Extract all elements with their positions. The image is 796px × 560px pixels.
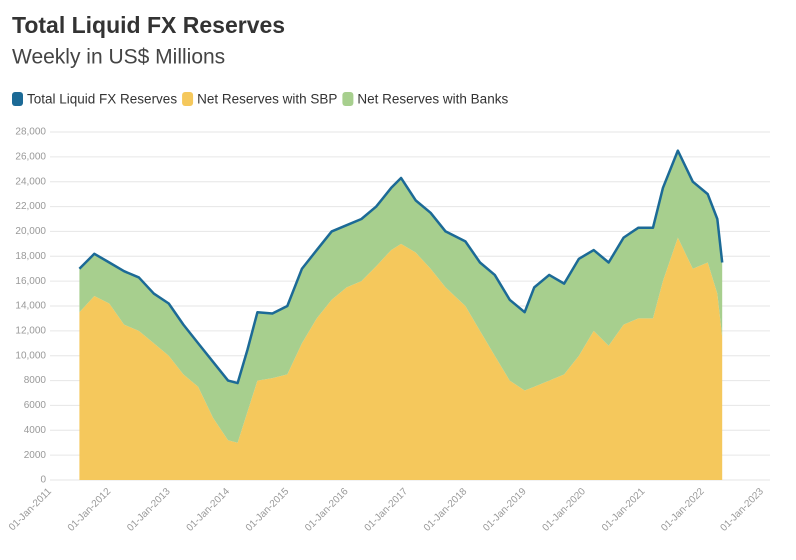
y-tick-label: 12,000: [15, 325, 46, 336]
y-tick-label: 14,000: [15, 301, 46, 312]
x-tick-label: 01-Jan-2012: [66, 486, 114, 534]
y-tick-label: 8000: [24, 375, 47, 386]
x-tick-label: 01-Jan-2018: [422, 486, 470, 534]
x-tick-label: 01-Jan-2011: [7, 486, 54, 533]
y-tick-label: 18,000: [15, 251, 46, 262]
legend-swatch: [182, 92, 194, 106]
y-tick-label: 6000: [24, 400, 47, 411]
legend-swatch: [12, 92, 23, 106]
x-tick-label: 01-Jan-2016: [303, 486, 351, 534]
x-tick-label: 01-Jan-2022: [659, 486, 707, 534]
legend-swatch: [342, 92, 354, 106]
legend: Total Liquid FX Reserves Net Reserves wit…: [12, 92, 508, 107]
y-tick-label: 26,000: [15, 151, 46, 162]
x-tick-label: 01-Jan-2023: [719, 486, 767, 534]
chart-title: Total Liquid FX Reserves: [12, 12, 285, 38]
x-tick-label: 01-Jan-2014: [185, 486, 233, 534]
area: [79, 150, 723, 443]
area: [79, 237, 723, 480]
y-tick-label: 24,000: [15, 176, 46, 187]
x-tick-label: 01-Jan-2013: [125, 486, 173, 534]
legend-label: Total Liquid FX Reserves: [27, 92, 177, 107]
x-tick-label: 01-Jan-2015: [244, 486, 292, 534]
y-tick-label: 16,000: [15, 276, 46, 287]
y-tick-label: 2000: [24, 450, 47, 461]
y-tick-label: 0: [40, 475, 46, 486]
x-tick-label: 01-Jan-2021: [600, 486, 648, 534]
line: [78, 149, 724, 385]
y-tick-label: 20,000: [15, 226, 46, 237]
legend-label: Net Reserves with Banks: [357, 92, 508, 107]
y-tick-label: 28,000: [15, 127, 46, 138]
y-tick-label: 22,000: [15, 201, 46, 212]
y-tick-label: 4000: [24, 425, 47, 436]
x-tick-label: 01-Jan-2019: [481, 486, 529, 534]
chart-subtitle: Weekly in US$ Millions: [12, 46, 225, 69]
legend-label: Net Reserves with SBP: [197, 92, 337, 107]
x-tick-label: 01-Jan-2017: [363, 486, 411, 534]
y-tick-label: 10,000: [15, 350, 46, 361]
x-tick-label: 01-Jan-2020: [540, 486, 588, 534]
